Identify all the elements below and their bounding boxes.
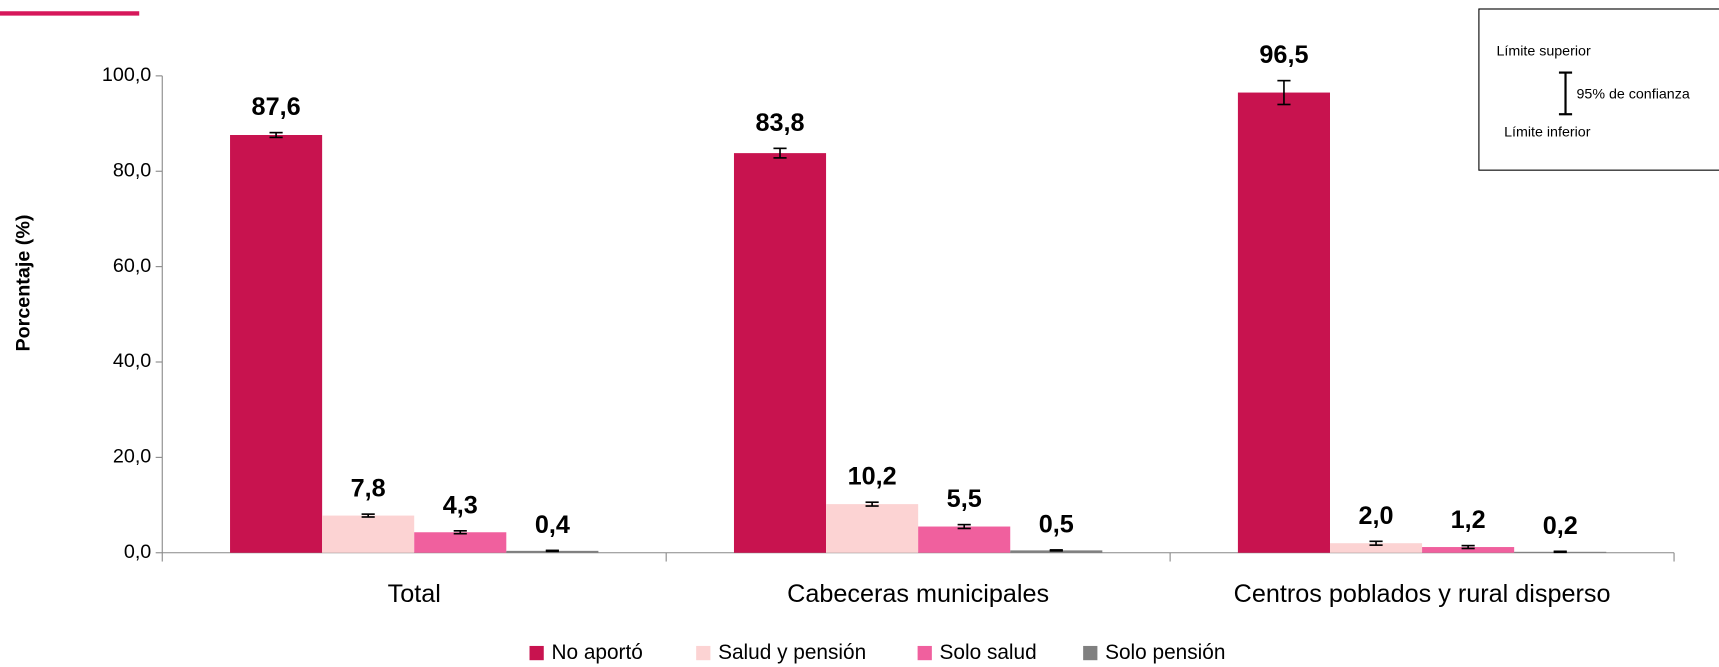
bar <box>918 526 1011 553</box>
value-label: 2,0 <box>1359 502 1394 530</box>
y-tick-label: 100,0 <box>102 64 151 86</box>
value-label: 96,5 <box>1259 41 1308 69</box>
value-label: 5,5 <box>947 485 982 513</box>
error-bar <box>773 147 787 159</box>
bar <box>1329 543 1423 553</box>
bar <box>826 504 919 553</box>
value-label: 0,5 <box>1039 510 1074 538</box>
error-bar <box>865 501 879 507</box>
legend-swatch <box>696 645 711 661</box>
bar <box>1422 547 1515 553</box>
ci-upper: Límite superior <box>1496 44 1591 60</box>
value-label: 10,2 <box>848 463 897 491</box>
error-bar <box>545 549 559 553</box>
legend-swatch <box>917 645 932 661</box>
bar <box>414 532 507 553</box>
value-label: 0,4 <box>535 511 570 539</box>
legend-label: Solo salud <box>940 641 1037 664</box>
bar <box>322 515 415 553</box>
ci-lower: Límite inferior <box>1504 125 1591 141</box>
value-label: 4,3 <box>443 491 478 519</box>
legend-swatch <box>529 645 544 661</box>
error-bar <box>1049 549 1063 552</box>
error-bar <box>269 131 283 139</box>
ci-confidence: 95% de confianza <box>1576 86 1689 102</box>
legend-label: Solo pensión <box>1105 641 1225 664</box>
y-tick-label: 40,0 <box>113 350 151 372</box>
error-bar <box>1553 550 1567 554</box>
y-tick-label: 60,0 <box>113 255 151 277</box>
error-bar <box>1369 540 1383 546</box>
y-axis-label: Porcentaje (%) <box>12 215 34 352</box>
error-bar <box>1277 79 1291 106</box>
value-label: 87,6 <box>252 93 301 121</box>
value-label: 1,2 <box>1451 506 1486 534</box>
legend-label: No aportó <box>551 641 642 664</box>
error-bar <box>957 523 971 530</box>
error-bar <box>453 530 467 535</box>
ci-legend-box <box>1478 8 1719 171</box>
y-tick-label: 20,0 <box>113 446 151 468</box>
value-label: 0,2 <box>1543 512 1578 540</box>
value-label: 7,8 <box>351 475 386 503</box>
value-label: 83,8 <box>755 109 804 137</box>
x-tick-label: Centros poblados y rural disperso <box>1234 580 1611 608</box>
legend-label: Salud y pensión <box>718 641 866 664</box>
x-tick-label: Cabeceras municipales <box>787 580 1049 608</box>
legend-swatch <box>1083 645 1098 661</box>
x-tick-label: Total <box>388 580 441 608</box>
bar <box>1237 92 1330 553</box>
error-bar <box>361 513 375 518</box>
bar <box>733 153 827 553</box>
error-bar <box>1461 544 1475 550</box>
bar <box>230 135 323 553</box>
y-tick-label: 0,0 <box>124 541 151 563</box>
y-tick-label: 80,0 <box>113 159 151 181</box>
ci-icon <box>1558 71 1573 116</box>
